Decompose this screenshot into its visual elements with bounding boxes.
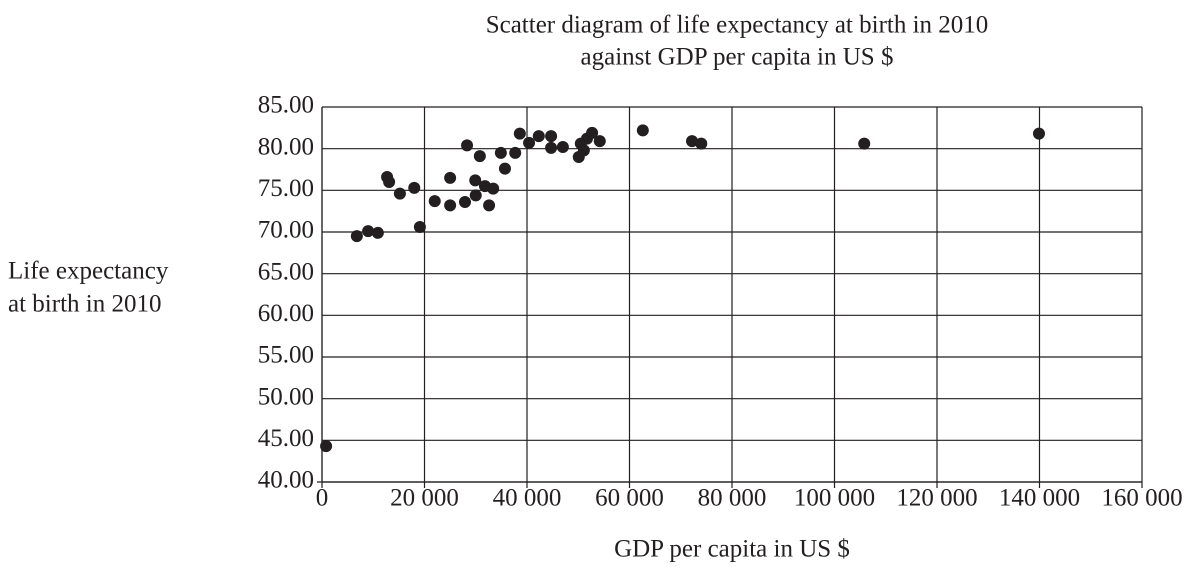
y-tick-label: 65.00 bbox=[258, 258, 314, 285]
point bbox=[498, 162, 511, 175]
point bbox=[469, 189, 482, 202]
point bbox=[523, 136, 536, 149]
y-axis-label: Life expectancy bbox=[8, 258, 169, 285]
point bbox=[383, 176, 396, 188]
point bbox=[371, 226, 384, 239]
point bbox=[483, 199, 496, 212]
x-axis-label: GDP per capita in US $ bbox=[614, 536, 850, 563]
y-tick-label: 45.00 bbox=[258, 425, 314, 452]
point bbox=[1032, 127, 1045, 140]
chart-title: against GDP per capita in US $ bbox=[581, 44, 894, 71]
y-tick-label: 70.00 bbox=[258, 217, 314, 244]
point bbox=[532, 130, 545, 143]
y-tick-label: 85.00 bbox=[258, 92, 314, 119]
point bbox=[408, 181, 421, 194]
point bbox=[545, 141, 558, 154]
point bbox=[556, 141, 569, 153]
y-tick-label: 75.00 bbox=[258, 175, 314, 202]
point bbox=[444, 171, 457, 184]
x-tick-label: 0 bbox=[316, 485, 329, 512]
point bbox=[494, 146, 507, 159]
x-tick-label: 100 000 bbox=[794, 485, 875, 512]
point bbox=[469, 174, 482, 187]
y-tick-label: 80.00 bbox=[258, 133, 314, 160]
point bbox=[393, 187, 406, 200]
point bbox=[686, 135, 699, 148]
x-tick-label: 160 000 bbox=[1101, 485, 1182, 512]
y-tick-label: 55.00 bbox=[258, 342, 314, 369]
x-tick-label: 80 000 bbox=[698, 485, 767, 512]
point bbox=[461, 139, 474, 152]
point bbox=[586, 126, 599, 139]
x-tick-label: 120 000 bbox=[896, 485, 977, 512]
point bbox=[473, 150, 486, 163]
y-tick-label: 60.00 bbox=[258, 300, 314, 327]
x-tick-label: 20 000 bbox=[390, 485, 459, 512]
point bbox=[636, 124, 649, 137]
x-tick-label: 60 000 bbox=[595, 485, 664, 512]
point bbox=[320, 440, 333, 453]
point bbox=[545, 130, 558, 143]
y-tick-label: 40.00 bbox=[258, 467, 314, 494]
point bbox=[413, 221, 426, 233]
point bbox=[458, 196, 471, 208]
point bbox=[509, 146, 522, 159]
x-tick-label: 40 000 bbox=[493, 485, 562, 512]
point bbox=[593, 135, 606, 148]
point bbox=[428, 195, 441, 208]
point bbox=[858, 137, 871, 150]
point bbox=[577, 144, 590, 157]
point bbox=[362, 225, 375, 238]
y-tick-label: 50.00 bbox=[258, 383, 314, 410]
chart-title: Scatter diagram of life expectancy at bi… bbox=[486, 12, 989, 39]
point bbox=[487, 182, 500, 195]
y-axis-label: at birth in 2010 bbox=[8, 291, 161, 318]
point bbox=[444, 199, 457, 212]
x-tick-label: 140 000 bbox=[999, 485, 1080, 512]
point bbox=[695, 137, 708, 150]
point bbox=[350, 230, 363, 243]
point bbox=[513, 127, 526, 140]
